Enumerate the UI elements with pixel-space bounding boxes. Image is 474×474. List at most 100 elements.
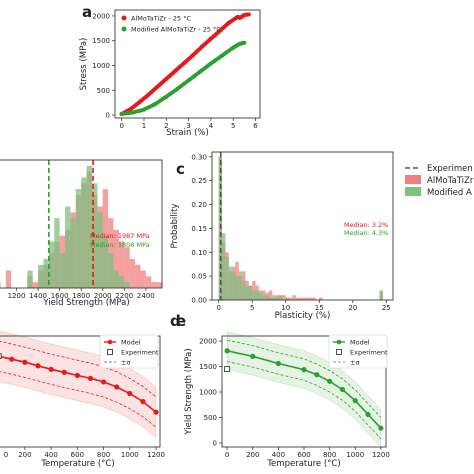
y-tick-label: 0.30 — [191, 153, 207, 161]
legend-label: ±σ — [350, 358, 360, 366]
model-point — [314, 372, 320, 378]
panel-label: e — [176, 312, 186, 330]
x-tick-label: 1200 — [372, 451, 390, 459]
legend-label: Model — [350, 338, 370, 346]
y-tick-label: 0.15 — [191, 225, 207, 233]
x-tick-label: 0 — [119, 122, 123, 130]
model-point — [339, 386, 346, 393]
histogram-bar — [59, 253, 66, 288]
legend-marker — [121, 15, 127, 21]
model-point — [327, 378, 333, 384]
annotation-median: Median: 4.3% — [344, 229, 388, 237]
legend-box — [328, 334, 388, 369]
x-tick-label: 200 — [18, 451, 31, 459]
histogram-bar — [305, 297, 310, 300]
panel-label: d — [170, 312, 181, 330]
x-axis-label: Temperature (°C) — [266, 459, 340, 469]
x-tick-label: 3 — [186, 122, 190, 130]
model-point — [153, 409, 159, 415]
legend-marker — [336, 339, 342, 345]
y-tick-label: 500 — [97, 87, 110, 95]
x-tick-label: 1000 — [121, 451, 139, 459]
x-tick-label: 1 — [142, 122, 146, 130]
histogram-bar — [248, 285, 253, 300]
model-point — [35, 363, 41, 369]
histogram-bar — [222, 233, 226, 300]
x-tick-label: 400 — [44, 451, 57, 459]
x-tick-label: 10 — [281, 304, 290, 312]
x-tick-label: 600 — [71, 451, 84, 459]
model-point — [365, 411, 371, 418]
x-tick-label: 200 — [246, 451, 259, 459]
model-point — [22, 359, 28, 365]
legend-marker — [336, 349, 342, 355]
y-tick-label: 0.00 — [191, 297, 207, 305]
legend-label: AlMoTaTiZr — [427, 176, 474, 186]
model-point — [352, 398, 358, 404]
histogram-bar — [309, 297, 313, 300]
legend-marker — [405, 187, 421, 196]
histogram-bar — [319, 297, 323, 300]
legend-label: AlMoTaTiZr - 25 °C — [131, 15, 191, 23]
x-tick-label: 1400 — [29, 292, 47, 300]
annotation-median: Median: 1808 MPa — [90, 241, 150, 249]
y-tick-label: 0.25 — [191, 177, 207, 185]
model-point — [114, 384, 120, 390]
histogram-bar — [242, 280, 246, 300]
model-point — [378, 425, 384, 431]
sd-lower-line — [0, 371, 157, 428]
histogram-bar — [145, 276, 152, 288]
x-tick-label: 800 — [97, 451, 110, 459]
panel-label: a — [82, 3, 92, 21]
panel-c: Median: 3.2%Median: 4.3% 0 5 10 15 20 25 0.00 0.… — [170, 151, 474, 321]
sd-upper-line — [0, 340, 157, 398]
x-tick-label: 600 — [297, 451, 310, 459]
x-tick-label: 15 — [315, 304, 324, 312]
plot-frame — [0, 159, 163, 289]
histogram-bar — [265, 295, 269, 300]
legend: Experimen AlMoTaTiZr Modified A — [405, 164, 474, 198]
plot-frame — [114, 9, 261, 119]
histogram-bar — [289, 297, 293, 300]
x-tick-label: 0 — [4, 451, 8, 459]
histogram-bar — [124, 247, 130, 288]
x-tick-label: 5 — [250, 304, 254, 312]
series-modified-alloy — [119, 40, 247, 117]
histogram-bar — [379, 290, 383, 300]
x-tick-label: 1200 — [8, 292, 26, 300]
histogram-bar — [5, 270, 12, 288]
legend-label: Model — [121, 338, 141, 346]
histogram-bar — [262, 295, 266, 300]
model-point — [224, 348, 230, 354]
histogram-bar — [86, 165, 92, 288]
y-tick-label: 1500 — [199, 363, 217, 371]
histogram-bar — [156, 282, 162, 288]
histogram-bar — [97, 212, 103, 288]
histogram-bar — [151, 282, 157, 288]
legend-marker — [107, 349, 113, 355]
histogram-bar — [312, 297, 316, 300]
histogram-bar — [285, 297, 290, 300]
histogram-bar — [108, 253, 114, 288]
x-tick-label: 1800 — [72, 292, 90, 300]
y-tick-label: 0 — [106, 112, 110, 120]
legend-label: ±σ — [121, 358, 131, 366]
sd-upper-line — [227, 339, 382, 418]
y-tick-label: 2000 — [199, 338, 217, 346]
panel-a: 0 1 2 3 4 5 6 0 500 1000 1500 2000 Strain (%) Stress … — [79, 3, 261, 138]
legend: Model Experiment ±σ — [99, 334, 159, 369]
y-axis-label: Probability — [170, 204, 180, 249]
x-tick-label: 2200 — [115, 292, 133, 300]
panel-d: 200 400 600 800 1000 1200 Temperature (°C) Mode… — [0, 312, 181, 469]
histogram-bar — [302, 297, 306, 300]
data-point — [246, 12, 251, 17]
x-tick-label: 6 — [253, 122, 258, 130]
histogram-bar — [252, 290, 256, 300]
y-axis-label: Stress (MPa) — [79, 38, 89, 91]
x-axis-label: Yield Strength (MPa) — [42, 298, 129, 308]
data-point — [242, 40, 247, 45]
histogram-bar — [279, 295, 283, 300]
panel-label: c — [176, 160, 185, 178]
histogram-bar — [225, 257, 229, 300]
